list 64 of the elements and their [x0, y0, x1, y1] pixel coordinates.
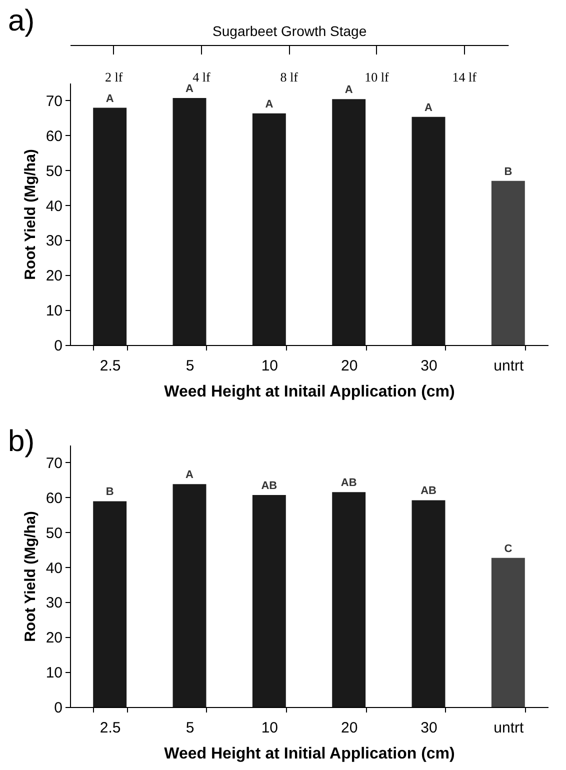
y-tick-label: 60	[46, 128, 62, 145]
bar	[412, 500, 446, 707]
annotation: A	[186, 469, 194, 482]
annotation: A	[265, 98, 274, 110]
annotation: AB	[420, 485, 436, 498]
y-tick-label: 50	[46, 524, 62, 542]
annotation: A	[106, 92, 114, 105]
y-tick-label: 10	[46, 302, 62, 320]
x-tick-label: 20	[340, 358, 358, 374]
y-tick-label: 70	[46, 92, 62, 110]
x-tick-label: 20	[340, 720, 358, 736]
annotation: C	[504, 542, 512, 555]
bar	[252, 494, 286, 707]
x-tick-label: 30	[420, 720, 438, 736]
y-axis-title: Root Yield (Mg/ha)	[22, 511, 39, 642]
bar	[172, 98, 206, 345]
annotation: B	[504, 166, 512, 178]
annotation: 10 lf	[364, 70, 390, 84]
y-tick-label: 10	[46, 664, 62, 682]
y-tick-label: 40	[46, 198, 62, 215]
y-tick-label: 20	[46, 630, 62, 647]
annotation: A	[186, 83, 194, 96]
x-tick-label: 2.5	[100, 358, 121, 374]
annotation: A	[424, 102, 433, 114]
y-tick-label: 50	[46, 162, 62, 180]
bar	[93, 501, 127, 707]
text: a)	[8, 4, 35, 38]
bar	[491, 558, 525, 707]
bar	[252, 113, 286, 345]
y-tick-label: 20	[46, 268, 62, 285]
bar	[491, 180, 525, 345]
annotation: 8 lf	[280, 70, 299, 84]
bar	[412, 116, 446, 345]
x-tick-label: 5	[186, 358, 194, 374]
x-tick-label: 10	[261, 720, 278, 736]
bar	[332, 492, 366, 707]
annotation: 2 lf	[104, 70, 124, 84]
x-axis-title: Weed Height at Initial Application (cm)	[164, 746, 455, 762]
x-tick-label: 5	[186, 720, 194, 736]
y-tick-label: 60	[46, 490, 62, 507]
y-tick-label: 30	[46, 232, 62, 250]
annotation: 4 lf	[192, 70, 211, 84]
x-axis-title: Weed Height at Initail Application (cm)	[164, 384, 455, 400]
text: b)	[8, 425, 35, 458]
y-tick-label: 0	[54, 700, 62, 716]
x-tick-label: 10	[261, 358, 278, 374]
y-tick-label: 70	[46, 454, 62, 472]
annotation: AB	[261, 480, 278, 492]
y-tick-label: 0	[54, 338, 62, 354]
x2-axis-title: Sugarbeet Growth Stage	[212, 23, 367, 39]
x-tick-label: untrt	[494, 358, 525, 374]
annotation: A	[344, 84, 353, 96]
x-tick-label: untrt	[494, 720, 525, 736]
annotation: B	[106, 486, 114, 498]
bar	[332, 99, 366, 345]
bar	[93, 108, 127, 345]
annotation: AB	[340, 477, 357, 490]
y-tick-label: 40	[46, 560, 62, 577]
y-tick-label: 30	[46, 594, 62, 612]
annotation: 14 lf	[452, 70, 478, 84]
x-tick-label: 30	[420, 358, 438, 374]
bar	[172, 484, 206, 707]
x-tick-label: 2.5	[100, 720, 121, 736]
y-axis-title: Root Yield (Mg/ha)	[22, 149, 39, 280]
